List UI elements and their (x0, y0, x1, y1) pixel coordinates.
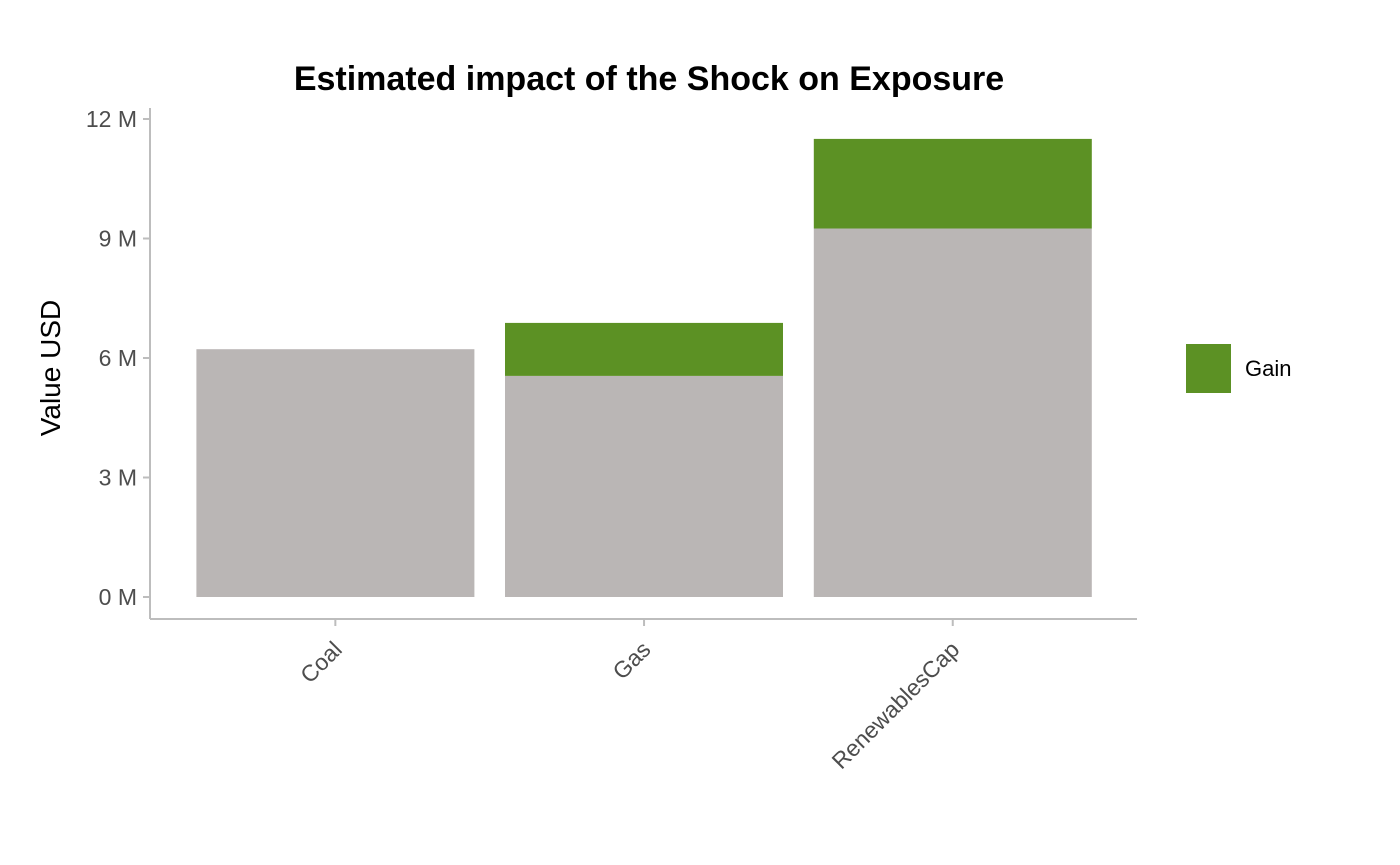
y-tick-label: 9 M (99, 226, 137, 252)
chart-title: Estimated impact of the Shock on Exposur… (294, 60, 1004, 98)
y-tick-label: 0 M (99, 584, 137, 610)
y-tick-label: 12 M (86, 106, 137, 132)
legend-swatch-gain (1186, 344, 1231, 393)
legend-label-gain: Gain (1245, 356, 1291, 381)
y-tick-label: 3 M (99, 465, 137, 491)
x-tick-label-coal: Coal (295, 636, 347, 688)
y-tick-label: 6 M (99, 345, 137, 371)
bar-renewablescap-series-0 (813, 228, 1092, 597)
bars-group (196, 138, 1092, 597)
x-tick-label-gas: Gas (607, 636, 655, 684)
bar-coal-series-0 (196, 349, 475, 597)
x-axis: Coal Gas RenewablesCap (150, 618, 1137, 774)
y-axis-label: Value USD (35, 300, 66, 436)
legend: Gain (1186, 344, 1291, 393)
bar-gas-series-1 (505, 322, 783, 376)
bar-gas-series-0 (505, 375, 783, 597)
y-axis: 0 M 3 M 6 M 9 M 12 M (86, 106, 151, 619)
bar-renewablescap-series-1 (813, 138, 1092, 229)
x-tick-label-renewablescap: RenewablesCap (827, 636, 965, 774)
